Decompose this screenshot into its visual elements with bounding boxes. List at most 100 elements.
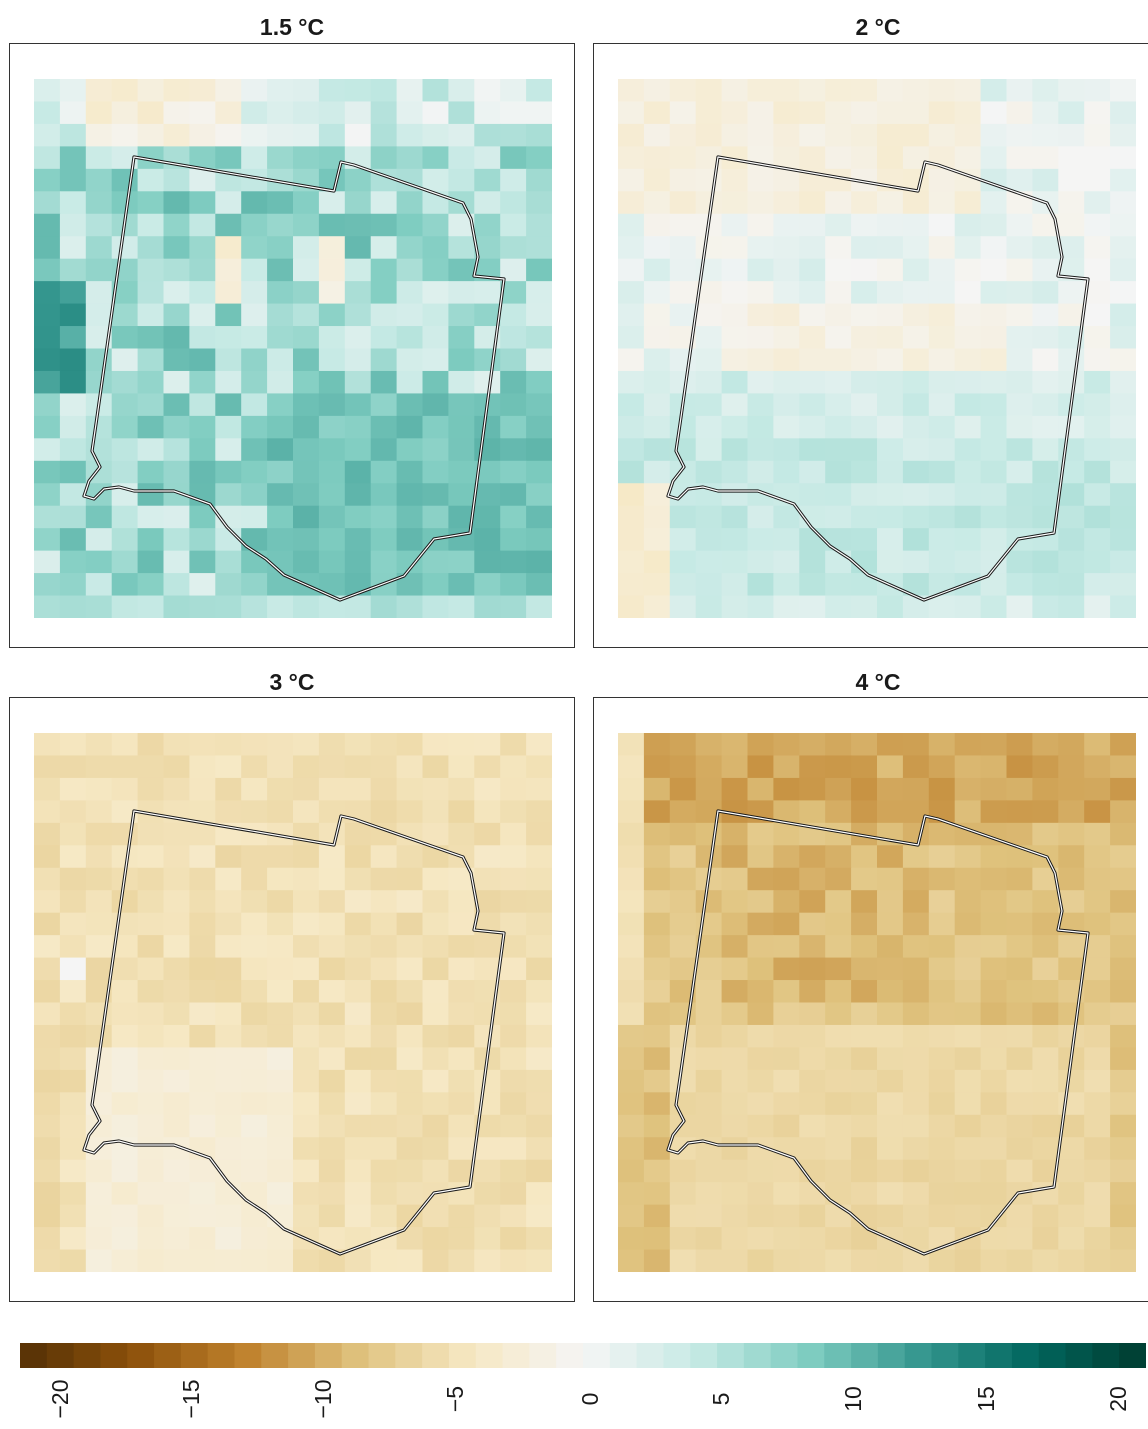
raster-cell [526,573,552,597]
raster-cell [59,101,87,125]
raster-cell [370,258,398,282]
raster-cell [370,1092,398,1116]
raster-cell [137,777,164,801]
raster-cell [695,393,723,417]
raster-cell [1084,733,1111,756]
raster-cell [500,326,527,349]
raster-cell [618,460,645,484]
raster-cell [721,326,748,349]
raster-cell [747,867,774,891]
raster-cell [137,303,164,327]
colorbar-segment [73,1343,102,1368]
raster-cell [747,1002,774,1026]
raster-cell [34,123,61,147]
raster-cell [500,890,527,914]
raster-cell [1084,980,1111,1003]
raster-cell [448,303,475,327]
raster-cell [137,1024,164,1048]
raster-cell [241,213,268,237]
raster-cell [721,168,748,192]
raster-cell [721,845,748,869]
raster-cell [618,281,645,305]
raster-cell [163,528,190,552]
raster-cell [318,912,346,936]
raster-cell [747,191,774,215]
raster-cell [293,1137,320,1161]
raster-cell [747,822,774,846]
raster-cell [1084,957,1111,981]
raster-cell [980,957,1007,981]
raster-cell [1032,1069,1059,1093]
raster-cell [1110,415,1136,439]
raster-cell [396,1114,423,1138]
raster-cell [293,1249,320,1272]
raster-cell [163,1182,190,1206]
raster-cell [137,438,164,462]
raster-cell [474,191,501,215]
raster-cell [344,1092,372,1116]
raster-cell [293,890,320,914]
raster-cell [111,528,139,552]
colorbar-segment [422,1343,450,1368]
raster-cell [163,822,190,846]
raster-cell [85,800,113,824]
raster-cell [1006,236,1033,260]
raster-cell [851,573,878,597]
raster-cell [1084,1114,1111,1138]
raster-cell [1110,980,1136,1003]
raster-cell [241,912,268,936]
raster-cell [293,800,320,824]
raster-cell [500,168,527,192]
raster-cell [1006,348,1033,372]
raster-cell [773,867,800,891]
raster-cell [695,550,723,574]
raster-cell [1032,550,1059,574]
raster-cell [111,79,139,102]
raster-cell [1006,281,1033,305]
raster-cell [267,505,294,529]
raster-cell [396,303,423,327]
raster-cell [422,980,449,1003]
raster-cell [618,733,645,756]
raster-cell [241,867,268,891]
raster-cell [370,213,398,237]
raster-cell [111,755,139,779]
raster-cell [344,438,372,462]
colorbar-segment [663,1343,691,1368]
raster-cell [773,528,800,552]
raster-cell [1084,1069,1111,1093]
raster-cell [422,912,449,936]
raster-cell [721,957,748,981]
colorbar-tick-label: −20 [47,1379,73,1419]
raster-cell [669,890,697,914]
raster-cell [825,303,852,327]
raster-cell [137,191,164,215]
raster-cell [851,528,878,552]
raster-cell [111,281,139,305]
raster-cell [1084,146,1111,170]
raster-cell [163,1114,190,1138]
raster-cell [669,505,697,529]
raster-cell [163,1204,190,1228]
raster-cell [954,483,982,507]
raster-cell [1110,957,1136,981]
raster-cell [396,213,423,237]
raster-cell [669,1092,697,1116]
raster-cell [799,505,826,529]
raster-cell [318,415,346,439]
raster-cell [474,595,501,618]
raster-cell [773,1092,800,1116]
raster-cell [721,1227,748,1251]
raster-cell [241,845,268,869]
raster-cell [526,1047,552,1071]
raster-cell [1110,258,1136,282]
raster-cell [980,1092,1007,1116]
raster-cell [448,800,475,824]
raster-cell [215,1092,242,1116]
raster-cell [747,1024,774,1048]
raster-cell [799,438,826,462]
raster-cell [422,1227,449,1251]
region-boundary-inner [83,810,505,1255]
raster-cell [747,393,774,417]
raster-cell [721,236,748,260]
